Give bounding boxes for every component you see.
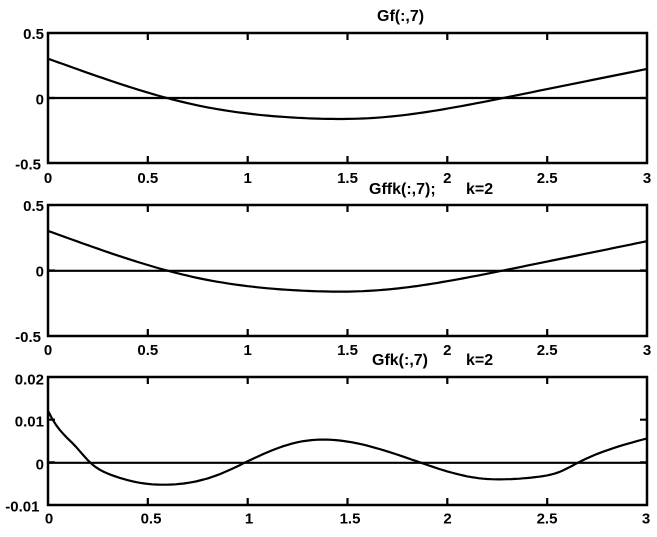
svg-text:1.5: 1.5 xyxy=(337,342,358,359)
svg-text:0: 0 xyxy=(36,457,44,474)
svg-text:1.5: 1.5 xyxy=(340,511,361,528)
svg-text:0.5: 0.5 xyxy=(141,511,162,528)
svg-text:-0.5: -0.5 xyxy=(15,329,41,346)
svg-text:0: 0 xyxy=(44,342,52,359)
svg-text:0.01: 0.01 xyxy=(15,414,44,431)
svg-text:0: 0 xyxy=(36,92,44,109)
svg-text:1.5: 1.5 xyxy=(337,170,358,187)
svg-text:0.5: 0.5 xyxy=(137,170,158,187)
svg-text:0: 0 xyxy=(45,511,53,528)
svg-text:3: 3 xyxy=(643,342,651,359)
svg-text:Gffk(:,7);: Gffk(:,7); xyxy=(369,181,436,198)
svg-text:2.5: 2.5 xyxy=(537,511,558,528)
svg-text:1: 1 xyxy=(245,511,253,528)
svg-text:2: 2 xyxy=(443,170,451,187)
svg-text:3: 3 xyxy=(642,511,650,528)
svg-text:k=2: k=2 xyxy=(466,181,493,198)
svg-text:0: 0 xyxy=(36,264,44,281)
svg-text:0.5: 0.5 xyxy=(137,342,158,359)
svg-text:0.02: 0.02 xyxy=(15,372,44,389)
svg-text:0.5: 0.5 xyxy=(23,26,44,43)
svg-text:1: 1 xyxy=(244,170,252,187)
svg-text:-0.5: -0.5 xyxy=(15,157,41,174)
svg-text:3: 3 xyxy=(643,170,651,187)
svg-text:2: 2 xyxy=(443,342,451,359)
svg-text:Gf(:,7): Gf(:,7) xyxy=(377,8,424,25)
svg-text:Gfk(:,7): Gfk(:,7) xyxy=(372,352,428,369)
svg-text:2.5: 2.5 xyxy=(537,342,558,359)
svg-text:k=2: k=2 xyxy=(466,352,493,369)
svg-text:1: 1 xyxy=(244,342,252,359)
svg-text:2: 2 xyxy=(443,511,451,528)
svg-text:0: 0 xyxy=(44,170,52,187)
svg-text:0.5: 0.5 xyxy=(23,198,44,215)
svg-text:-0.01: -0.01 xyxy=(5,499,39,516)
svg-text:2.5: 2.5 xyxy=(537,170,558,187)
